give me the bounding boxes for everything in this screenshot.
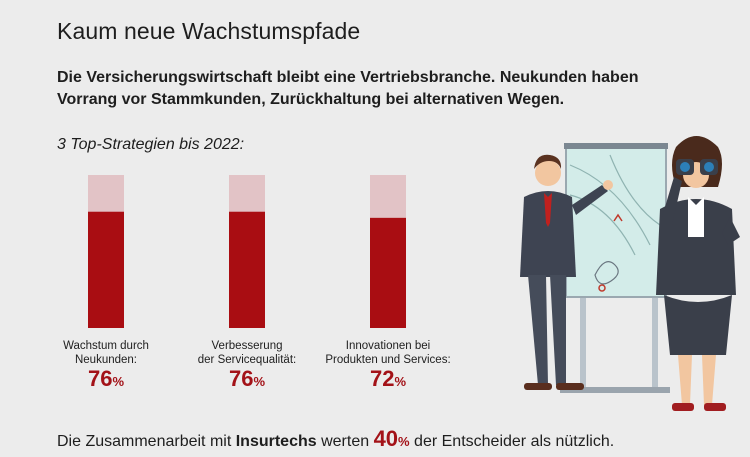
illustration [520, 136, 740, 411]
category-label: Verbesserung der Servicequalität: [197, 340, 297, 366]
bar-chart [88, 175, 406, 328]
page-title: Kaum neue Wachstumspfade [57, 18, 361, 44]
bar [229, 211, 265, 328]
category-label: Innovationen bei Produkten und Services: [325, 340, 451, 366]
businesswoman-binoculars-icon [656, 136, 740, 411]
footer-middle: werten [316, 433, 374, 450]
value-label: 76% [87, 366, 125, 391]
footer-value-unit: % [398, 434, 410, 449]
footer-text: Die Zusammenarbeit mit Insurtechs werten… [57, 426, 614, 452]
footer-value-number: 40 [373, 426, 399, 451]
value-label: 76% [228, 366, 266, 391]
bar [88, 211, 124, 328]
flipchart-icon [560, 143, 670, 393]
value-label: 72% [369, 366, 407, 391]
businessman-icon [520, 154, 613, 390]
footer-prefix: Die Zusammenarbeit mit [57, 433, 236, 450]
footer-suffix: der Entscheider als nützlich. [409, 433, 615, 450]
footer-bold: Insurtechs [235, 433, 317, 450]
category-label: Wachstum durch Neukunden: [63, 340, 149, 366]
bar [370, 217, 406, 328]
footer-value: 40% [374, 426, 410, 451]
section-label: 3 Top-Strategien bis 2022: [57, 136, 245, 153]
page-subtitle: Die Versicherungswirtschaft bleibt eine … [57, 69, 639, 108]
